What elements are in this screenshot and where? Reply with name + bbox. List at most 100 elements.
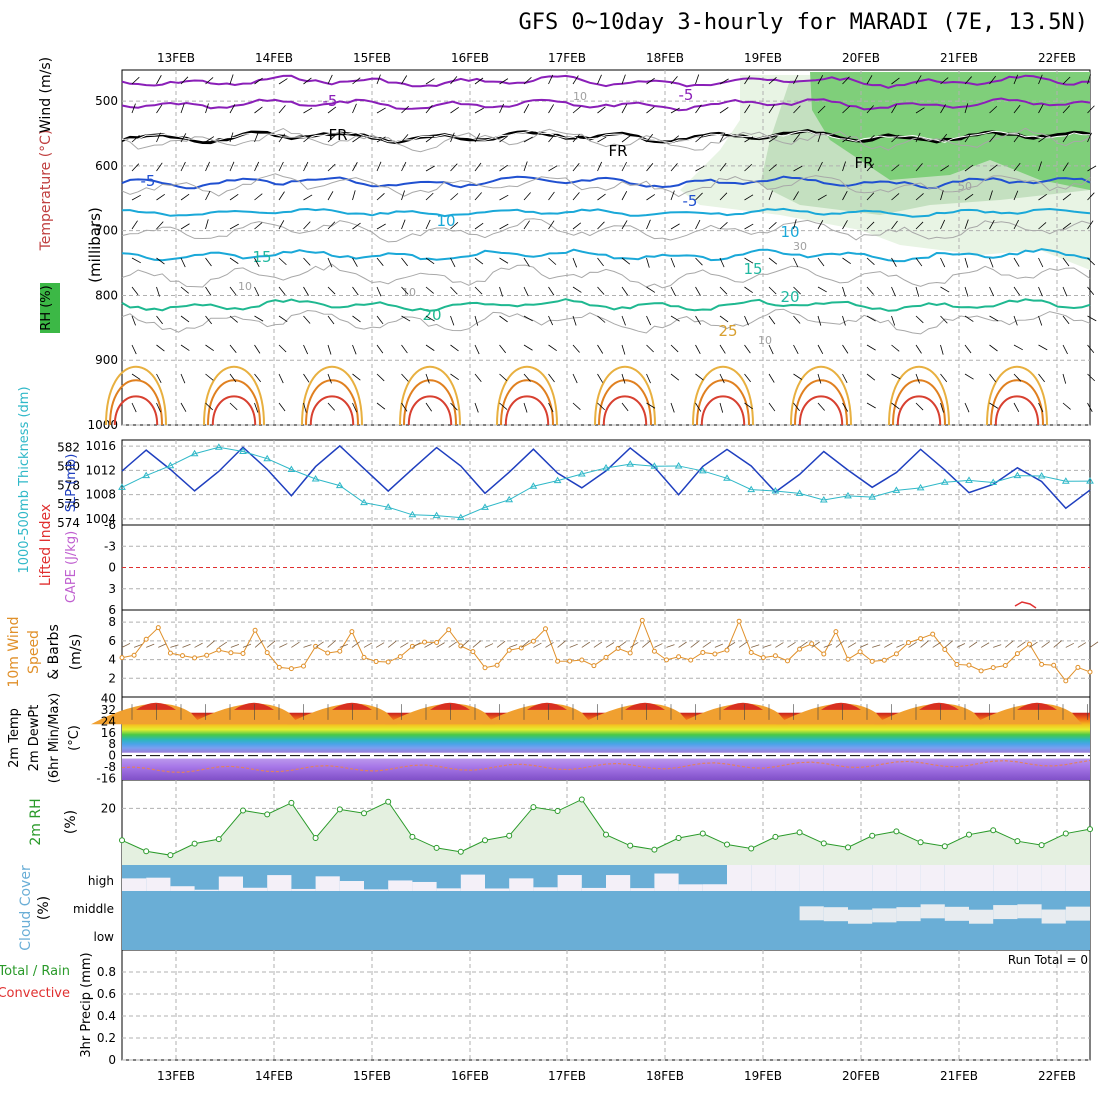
wind10-point bbox=[954, 661, 960, 667]
wind-barb bbox=[915, 75, 922, 85]
wind10-point bbox=[881, 657, 887, 663]
wind10-point bbox=[180, 653, 185, 659]
wind-barb bbox=[523, 136, 533, 143]
wind-barb bbox=[719, 373, 725, 384]
wind-barb bbox=[1087, 257, 1095, 266]
wind-barb bbox=[523, 373, 531, 382]
date-label-top: 17FEB bbox=[548, 51, 586, 65]
wind-barb bbox=[352, 257, 358, 267]
wind10-point bbox=[748, 649, 754, 655]
wind10-barb bbox=[872, 644, 881, 648]
wind-barb bbox=[915, 107, 925, 114]
wind-barb bbox=[1087, 105, 1095, 114]
wind-barb bbox=[131, 315, 136, 326]
thickness-point bbox=[747, 485, 756, 493]
wind10-point bbox=[543, 626, 548, 632]
wind-barb bbox=[1013, 74, 1019, 85]
wind-barb bbox=[817, 286, 827, 293]
wind10-barb bbox=[436, 642, 445, 648]
wind-barb bbox=[1087, 74, 1091, 85]
wind-barb bbox=[646, 257, 650, 268]
wind-barb bbox=[180, 161, 186, 172]
contour-lowlevel bbox=[203, 365, 265, 426]
wind-barb bbox=[376, 257, 384, 267]
cloud-high-clear bbox=[218, 876, 243, 891]
wind10-point bbox=[373, 659, 379, 665]
wind-barb bbox=[989, 134, 997, 143]
wind-barb bbox=[205, 77, 214, 85]
cloud-high-clear bbox=[412, 881, 437, 891]
cloud-high-clear bbox=[775, 865, 800, 891]
thickness-point bbox=[287, 465, 296, 472]
wind-barb bbox=[768, 104, 775, 114]
wind-barb bbox=[695, 402, 702, 412]
contour-label: 10 bbox=[573, 90, 587, 103]
y-tick-thickness: 582 bbox=[57, 441, 80, 455]
wind-barb bbox=[891, 77, 900, 85]
y-tick-slp: 1008 bbox=[85, 488, 116, 502]
wind-barb bbox=[425, 257, 435, 265]
wind-barb bbox=[401, 315, 411, 322]
wind-barb bbox=[793, 133, 801, 143]
wind-barb bbox=[205, 344, 214, 351]
wind10-barb bbox=[569, 643, 578, 648]
rh-swatch bbox=[40, 283, 60, 333]
y-tick-precip: 0.4 bbox=[97, 1009, 116, 1023]
wind-barb bbox=[474, 77, 484, 85]
wind-barb bbox=[180, 193, 190, 201]
rh2m-point bbox=[990, 827, 997, 834]
wind10-barb bbox=[968, 641, 978, 648]
date-label-top: 18FEB bbox=[646, 51, 684, 65]
wind-barb bbox=[548, 257, 557, 265]
wind-barb bbox=[670, 107, 680, 114]
wind10-point bbox=[1051, 662, 1057, 668]
wind-barb bbox=[401, 105, 410, 114]
contour-label: 15 bbox=[252, 248, 271, 266]
wind-barb bbox=[278, 191, 285, 201]
wind-barb bbox=[180, 373, 186, 384]
wind10-point bbox=[192, 655, 198, 661]
contour-label: FR bbox=[328, 126, 347, 144]
wind-barb bbox=[548, 191, 555, 201]
wind-barb bbox=[940, 315, 948, 324]
wind-barb bbox=[989, 164, 998, 172]
contour-label: 10 bbox=[238, 280, 252, 293]
wind-barb bbox=[474, 373, 482, 383]
cloud-high-clear bbox=[896, 865, 921, 891]
wind-barb bbox=[1038, 344, 1048, 351]
temp-hump-top bbox=[625, 702, 665, 710]
wind-barb bbox=[131, 76, 140, 85]
wind-barb bbox=[425, 78, 435, 85]
wind-barb bbox=[180, 103, 185, 114]
wind-barb bbox=[597, 193, 606, 201]
wind-barb bbox=[205, 257, 212, 267]
contour-lowlevel bbox=[500, 379, 554, 426]
wind-barb bbox=[891, 373, 901, 380]
rh2m-axis-unit: (%) bbox=[63, 810, 79, 834]
y-tick-wind: 2 bbox=[108, 671, 116, 685]
wind10-barb bbox=[835, 640, 845, 648]
contour-lowlevel bbox=[994, 395, 1040, 426]
wind10-point bbox=[422, 639, 427, 645]
wind-barb bbox=[327, 191, 334, 201]
contour-temp-15 bbox=[121, 248, 1091, 263]
wind-barb bbox=[376, 107, 386, 114]
y-tick-slp: 1016 bbox=[85, 439, 116, 453]
wind10-point bbox=[567, 658, 573, 664]
contour-lowlevel bbox=[696, 379, 750, 426]
wind-barb bbox=[401, 344, 408, 354]
rh2m-point bbox=[820, 840, 827, 847]
wind10-barb bbox=[932, 642, 941, 648]
wind10-barb bbox=[242, 643, 252, 648]
cloud-mid-clear bbox=[896, 907, 921, 922]
wind-barb bbox=[964, 219, 969, 230]
wind-barb bbox=[205, 103, 209, 114]
wind-barb bbox=[646, 402, 656, 409]
wind-barb bbox=[817, 344, 824, 354]
wind-barb bbox=[915, 193, 924, 201]
rh2m-point bbox=[1062, 830, 1069, 837]
wind-barb bbox=[131, 220, 138, 230]
wind-barb bbox=[401, 373, 409, 382]
wind-barb bbox=[1038, 136, 1047, 143]
wind-barb bbox=[1038, 104, 1044, 114]
